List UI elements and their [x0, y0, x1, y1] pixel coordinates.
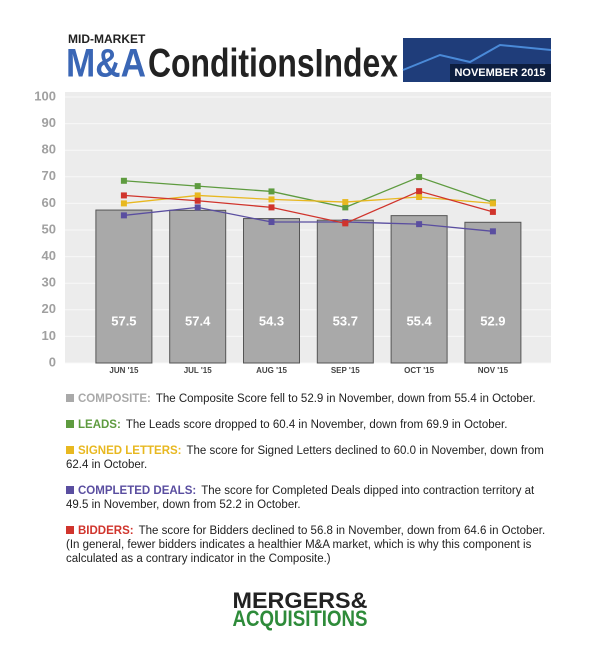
value-label: 54.3 [259, 313, 284, 328]
y-tick-label: 80 [42, 142, 56, 157]
bar [95, 209, 153, 364]
legend-swatch [66, 486, 74, 494]
value-label: 52.9 [480, 313, 505, 328]
bar [243, 218, 300, 364]
marker [489, 208, 496, 215]
marker [342, 204, 349, 211]
y-tick-label: 30 [42, 275, 56, 290]
marker [268, 188, 275, 195]
marker [194, 192, 201, 199]
legend-swatch [66, 446, 74, 454]
marker [268, 204, 275, 211]
marker [342, 199, 349, 206]
marker [489, 228, 496, 235]
line [123, 206, 493, 232]
marker [120, 192, 127, 199]
date: NOVEMBER 2015 [454, 67, 545, 79]
marker [120, 177, 127, 184]
legend-text: The score for Bidders declined to 56.8 i… [66, 525, 546, 565]
legend-name: SIGNED LETTERS: [78, 445, 182, 457]
x-tick-label: OCT '15 [404, 366, 434, 375]
banner-deco [402, 43, 552, 71]
x-tick-label: JUN '15 [109, 366, 139, 375]
marker [120, 212, 127, 219]
legend-name: COMPLETED DEALS: [78, 485, 197, 497]
x-tick-label: JUL '15 [184, 366, 213, 375]
x-tick-label: SEP '15 [331, 366, 360, 375]
date-box [450, 64, 551, 82]
line [123, 176, 494, 209]
marker [194, 183, 201, 190]
legend-swatch [66, 420, 74, 428]
marker [416, 194, 423, 201]
y-tick-label: 90 [42, 115, 56, 130]
legend-item: COMPOSITE: The Composite Score fell to 52… [66, 392, 556, 406]
marker [342, 220, 349, 227]
legend-text: The score for Completed Deals dipped int… [66, 485, 535, 511]
marker [194, 204, 201, 211]
y-tick-label: 50 [42, 221, 56, 236]
y-tick-label: 10 [42, 328, 56, 343]
y-tick-label: 0 [49, 354, 56, 369]
value-label: 55.4 [406, 313, 432, 328]
value-label: 57.4 [185, 313, 211, 328]
marker [489, 200, 496, 207]
value-label: 57.5 [111, 313, 136, 328]
legend-name: LEADS: [78, 419, 121, 431]
bar [390, 215, 448, 364]
title-part: ConditionsIndex [148, 42, 398, 86]
legend-name: BIDDERS: [78, 525, 134, 537]
marker [268, 196, 275, 203]
bar [169, 209, 227, 364]
legend: COMPOSITE: The Composite Score fell to 52… [66, 392, 556, 578]
marker [416, 174, 423, 181]
legend-swatch [66, 394, 74, 402]
marker [268, 219, 275, 226]
legend-text: The Leads score dropped to 60.4 in Novem… [125, 419, 508, 431]
y-tick-label: 100 [34, 88, 56, 103]
y-tick-label: 60 [42, 195, 56, 210]
plot: 0 10 20 30 40 50 60 70 80 90 100 JUN '15 JUL '15 AUG … [34, 88, 551, 375]
legend-name: COMPOSITE: [78, 393, 151, 405]
kicker: MID-MARKET [68, 32, 146, 46]
line [123, 190, 494, 225]
logo: MERGERS& [233, 588, 368, 613]
value-label: 53.7 [333, 313, 358, 328]
marker [120, 200, 127, 207]
legend-item: LEADS: The Leads score dropped to 60.4 in… [66, 418, 556, 432]
x-tick-label: AUG '15 [256, 366, 287, 375]
legend-swatch [66, 526, 74, 534]
legend-text: The Composite Score fell to 52.9 in Nove… [155, 393, 536, 405]
marker [416, 221, 423, 228]
legend-item: BIDDERS: The score for Bidders declined t… [66, 524, 556, 566]
line [123, 194, 493, 205]
y-tick-label: 40 [42, 248, 56, 263]
title-part: M&A [66, 42, 146, 86]
marker [416, 188, 423, 195]
legend-item: SIGNED LETTERS: The score for Signed Lett… [66, 444, 556, 472]
x-tick-label: NOV '15 [478, 366, 509, 375]
marker [194, 197, 201, 204]
y-tick-label: 70 [42, 168, 56, 183]
bar [464, 221, 522, 364]
y-tick-label: 20 [42, 301, 56, 316]
logo: ACQUISITIONS [233, 606, 368, 631]
bar [316, 219, 374, 364]
legend-text: The score for Signed Letters declined to… [66, 445, 544, 471]
legend-item: COMPLETED DEALS: The score for Completed … [66, 484, 556, 512]
